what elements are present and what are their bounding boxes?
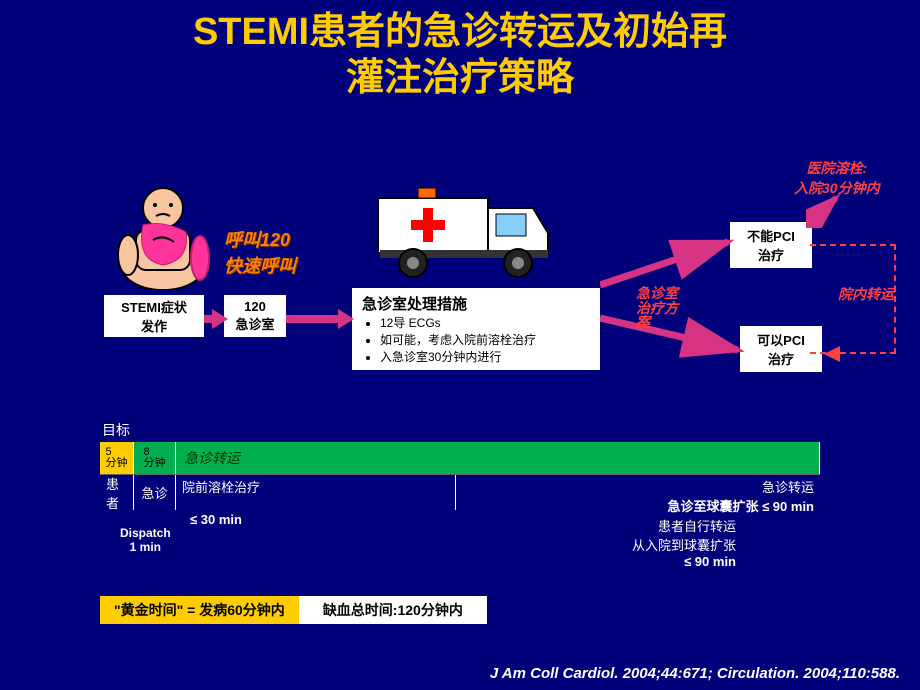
golden-time: "黄金时间" = 发病60分钟内	[100, 596, 299, 624]
timeline-bottom: "黄金时间" = 发病60分钟内 缺血总时间:120分钟内	[100, 596, 820, 624]
arrow-er-to-nopci	[600, 230, 740, 290]
node-no-pci: 不能PCI 治疗	[730, 222, 812, 268]
call120-l1: 呼叫120	[224, 226, 296, 252]
node-call120-l1: 120	[244, 299, 266, 314]
node-er: 急诊室处理措施 12导 ECGs 如可能，考虑入院前溶栓治疗 入急诊室30分钟内…	[352, 288, 600, 370]
r2-c3: 院前溶栓治疗	[176, 475, 456, 510]
dispatch-note: Dispatch 1 min	[120, 526, 171, 554]
yespci-l1: 可以PCI	[757, 330, 805, 349]
node-symptom-l2: 发作	[141, 316, 167, 335]
self-transfer-note: 患者自行转运 从入院到球囊扩张 ≤ 90 min	[632, 516, 736, 569]
node-call120: 120 急诊室	[224, 295, 286, 337]
title-line2: 灌注治疗策略	[40, 56, 880, 102]
timeline-row2: 患者 急诊 院前溶栓治疗 急诊转运 急诊至球囊扩张 ≤ 90 min	[100, 474, 820, 510]
call-120-label: 呼叫120 快速呼叫	[224, 226, 296, 278]
arrow-120-to-er	[286, 309, 354, 329]
r2-c4a: 急诊转运	[762, 477, 814, 496]
seg-transfer: 急诊转运	[176, 442, 820, 474]
erplan-l2: 治疗方	[636, 301, 678, 316]
arrow-dashed-to-yespci	[820, 344, 846, 364]
timeline-row1: 5 分钟 8 分钟 急诊转运	[100, 442, 820, 474]
citation: J Am Coll Cardiol. 2004;44:671; Circulat…	[490, 665, 900, 682]
target-label: 目标	[102, 420, 820, 440]
node-call120-l2: 急诊室	[235, 314, 274, 333]
er-item-1: 如可能，考虑入院前溶栓治疗	[380, 331, 536, 348]
er-item-0: 12导 ECGs	[380, 314, 536, 331]
ischemia-time: 缺血总时间:120分钟内	[299, 596, 487, 624]
node-er-title: 急诊室处理措施	[362, 293, 467, 314]
r2-c1: 患者	[100, 475, 134, 510]
nopci-l2: 治疗	[758, 245, 784, 264]
node-symptom-l1: STEMI症状	[121, 297, 187, 316]
r4-l2: 从入院到球囊扩张	[632, 535, 736, 554]
er-item-2: 入急诊室30分钟内进行	[380, 348, 536, 365]
erplan-l3: 案	[636, 315, 678, 330]
node-symptom: STEMI症状 发作	[104, 295, 204, 337]
r2-c4b: 急诊至球囊扩张 ≤ 90 min	[667, 496, 814, 515]
ambulance-icon	[368, 168, 558, 283]
r3-text: ≤ 30 min	[176, 510, 456, 532]
dashed-transfer-path	[810, 244, 896, 354]
arrow-symptom-to-120	[204, 309, 228, 329]
patient-figure	[108, 170, 218, 290]
title-line1: STEMI患者的急诊转运及初始再	[40, 10, 880, 56]
note-er-plan: 急诊室 治疗方 案	[636, 286, 678, 330]
timeline: 目标 5 分钟 8 分钟 急诊转运 患者 急诊 院前溶栓治疗 急诊转运 急诊至球…	[100, 420, 820, 624]
call120-l2: 快速呼叫	[224, 252, 296, 278]
nopci-l1: 不能PCI	[747, 226, 795, 245]
yespci-l2: 治疗	[768, 349, 794, 368]
hosp-lysis-l1: 医院溶栓:	[794, 158, 880, 178]
arrow-nopci-to-lysis	[806, 192, 846, 228]
dispatch-l2: 1 min	[120, 540, 171, 554]
slide-title: STEMI患者的急诊转运及初始再 灌注治疗策略	[0, 0, 920, 101]
erplan-l1: 急诊室	[636, 286, 678, 301]
dispatch-l1: Dispatch	[120, 526, 171, 540]
seg-8min: 8 分钟	[134, 442, 176, 474]
r4-l3: ≤ 90 min	[632, 554, 736, 569]
r4-l1: 患者自行转运	[632, 516, 736, 535]
r2-c2: 急诊	[134, 475, 176, 510]
seg-5min: 5 分钟	[100, 442, 134, 474]
